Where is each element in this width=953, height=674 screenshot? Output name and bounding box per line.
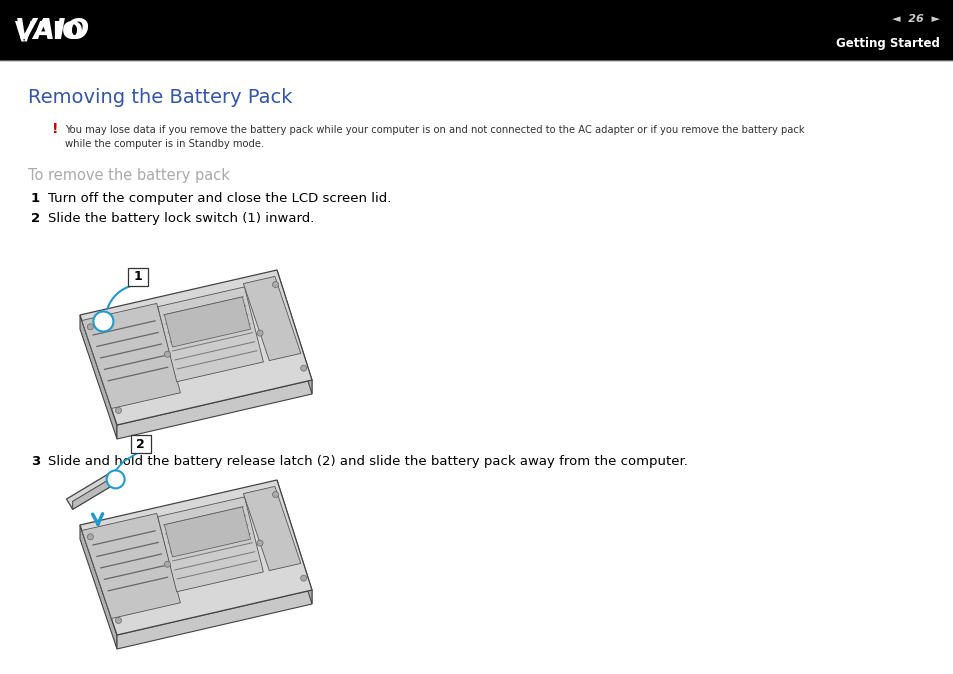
Circle shape <box>300 365 306 371</box>
Circle shape <box>273 282 278 288</box>
Circle shape <box>115 617 121 623</box>
Text: 3: 3 <box>30 455 40 468</box>
Polygon shape <box>164 507 251 557</box>
Polygon shape <box>243 487 300 571</box>
Text: Slide and hold the battery release latch (2) and slide the battery pack away fro: Slide and hold the battery release latch… <box>48 455 687 468</box>
Circle shape <box>300 575 306 581</box>
FancyBboxPatch shape <box>131 435 151 454</box>
Circle shape <box>256 330 263 336</box>
Polygon shape <box>67 470 120 510</box>
Circle shape <box>88 324 93 330</box>
Circle shape <box>107 470 125 489</box>
Circle shape <box>164 351 171 357</box>
Polygon shape <box>157 497 263 592</box>
Text: To remove the battery pack: To remove the battery pack <box>28 168 230 183</box>
Polygon shape <box>80 525 117 649</box>
Text: VAIO: VAIO <box>15 18 90 45</box>
Circle shape <box>164 561 171 568</box>
Polygon shape <box>164 297 251 347</box>
Polygon shape <box>276 270 312 394</box>
Text: ◄  26  ►: ◄ 26 ► <box>891 14 939 24</box>
Text: 1: 1 <box>30 192 40 205</box>
Text: Turn off the computer and close the LCD screen lid.: Turn off the computer and close the LCD … <box>48 192 391 205</box>
Polygon shape <box>117 380 312 439</box>
Polygon shape <box>276 480 312 604</box>
Polygon shape <box>80 480 312 635</box>
Circle shape <box>93 311 113 332</box>
Polygon shape <box>80 315 117 439</box>
Text: You may lose data if you remove the battery pack while your computer is on and n: You may lose data if you remove the batt… <box>65 125 803 149</box>
FancyBboxPatch shape <box>129 268 149 286</box>
Polygon shape <box>80 270 312 425</box>
Text: 1: 1 <box>133 270 143 283</box>
Polygon shape <box>82 514 180 619</box>
Polygon shape <box>72 473 120 510</box>
Text: 2: 2 <box>136 438 145 451</box>
Text: Getting Started: Getting Started <box>835 36 939 50</box>
Text: Removing the Battery Pack: Removing the Battery Pack <box>28 88 293 107</box>
Circle shape <box>115 408 121 413</box>
Text: 2: 2 <box>30 212 40 225</box>
Text: !: ! <box>51 122 58 136</box>
Text: Slide the battery lock switch (1) inward.: Slide the battery lock switch (1) inward… <box>48 212 314 225</box>
Bar <box>0 0 953 60</box>
Circle shape <box>256 540 263 546</box>
Polygon shape <box>117 590 312 649</box>
Text: \/AIO: \/AIO <box>15 19 83 43</box>
Polygon shape <box>157 287 263 381</box>
Circle shape <box>88 534 93 540</box>
Circle shape <box>273 491 278 497</box>
Polygon shape <box>82 303 180 408</box>
Polygon shape <box>243 276 300 361</box>
